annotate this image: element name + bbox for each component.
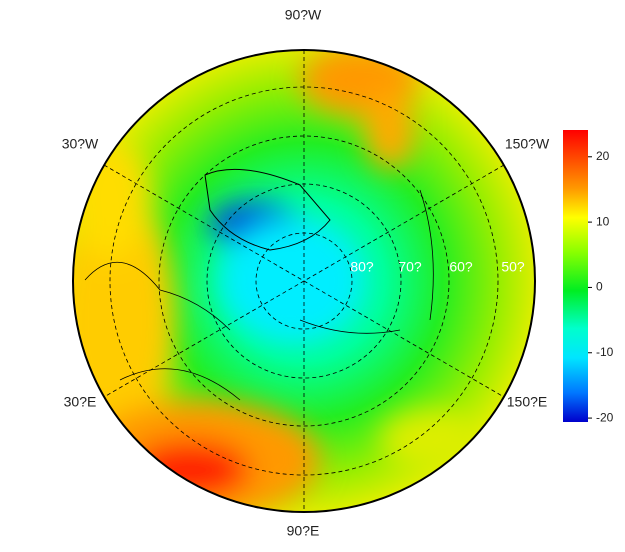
latitude-label: 50? <box>501 259 525 275</box>
longitude-label: 150?W <box>505 136 550 152</box>
longitude-label: 30?W <box>62 136 99 152</box>
latitude-label: 60? <box>449 259 473 275</box>
longitude-label: 90?E <box>287 523 320 539</box>
longitude-label: 30?E <box>64 394 97 410</box>
colorbar-tick-label: -20 <box>596 410 614 424</box>
longitude-label: 90?W <box>285 7 322 23</box>
colorbar-tick-label: 10 <box>596 214 610 228</box>
graticule <box>103 50 505 512</box>
colorbar-tick-label: 20 <box>596 149 610 163</box>
colorbar-tick-label: -10 <box>596 345 614 359</box>
colorbar-tick-label: 0 <box>596 280 603 294</box>
longitude-label: 150?E <box>507 394 547 410</box>
latitude-label: 70? <box>398 259 422 275</box>
map-border <box>72 49 536 513</box>
latitude-label: 80? <box>350 259 374 275</box>
colorbar <box>563 130 588 422</box>
